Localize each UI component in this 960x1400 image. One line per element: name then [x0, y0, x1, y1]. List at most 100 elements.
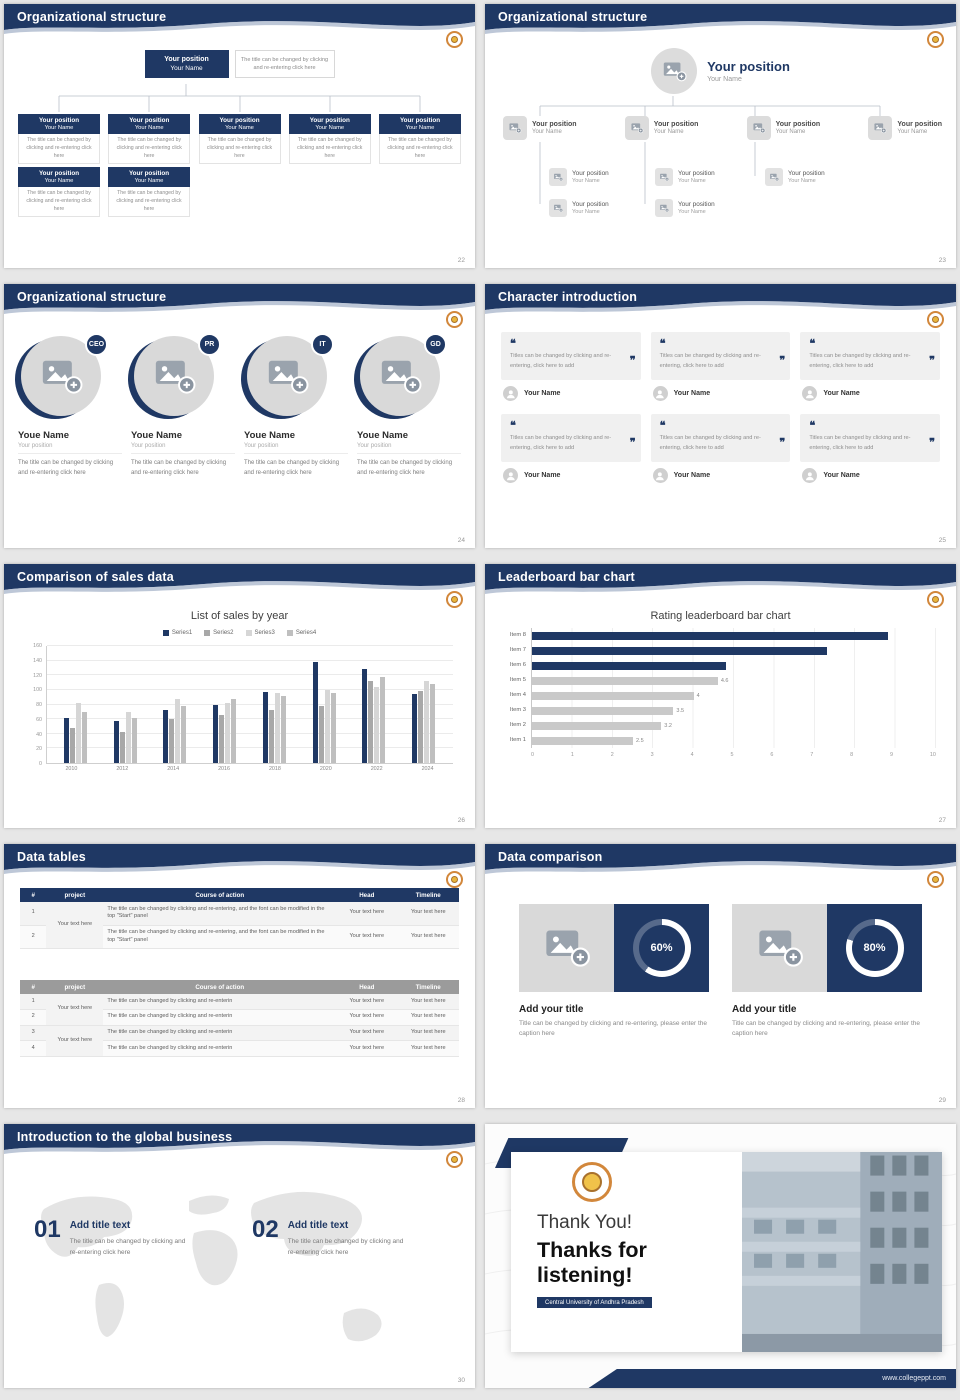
org2-root-position: Your position	[707, 59, 790, 74]
slide-22-organizational-structure[interactable]: Organizational structure Your position Y…	[4, 4, 475, 268]
close-quote-icon: ❞	[929, 437, 935, 449]
org2-sub-node: Your position Your Name	[655, 168, 715, 186]
org-node: Your position Your Name The title can be…	[108, 114, 191, 165]
profile-name: Youe Name	[244, 430, 296, 441]
org-node: Your position Your Name The title can be…	[198, 114, 281, 165]
org-node-position: Your position	[399, 117, 441, 124]
item-number: 01	[34, 1216, 61, 1243]
quote-person: Your Name	[652, 386, 791, 401]
slide-28-data-tables[interactable]: Data tables # project Course of action H…	[4, 844, 475, 1108]
university-name: Central University of Andhra Pradesh	[537, 1297, 652, 1308]
slide-27-leaderboard-bar-chart[interactable]: Leaderboard bar chart Rating leaderboard…	[485, 564, 956, 828]
person-name: Your Name	[673, 472, 711, 479]
university-logo-icon	[446, 311, 463, 328]
comparison-visual: 80%	[732, 904, 922, 992]
quote-item: ❝ Titles can be changed by clicking and …	[650, 414, 791, 483]
col-header: Head	[336, 980, 398, 994]
page-number: 28	[457, 1097, 465, 1104]
quote-card: ❝ Titles can be changed by clicking and …	[650, 414, 791, 462]
quote-text: Titles can be changed by clicking and re…	[510, 353, 612, 369]
slide-header: Organizational structure	[4, 4, 475, 40]
image-placeholder-icon	[655, 168, 673, 186]
col-header: Timeline	[397, 980, 459, 994]
cell-project: Your text here	[46, 994, 104, 1026]
org-node-header: Your position Your Name	[108, 167, 190, 187]
org-node-header: Your position Your Name	[288, 114, 371, 134]
col-header: #	[20, 888, 47, 902]
org2-root-name: Your Name	[707, 76, 742, 83]
header-wave	[4, 1124, 475, 1154]
close-quote-icon: ❞	[779, 437, 786, 449]
org2-sub-column: Your position Your Name Your position Yo…	[549, 168, 609, 230]
org-node-position: Your position	[219, 117, 260, 124]
slide-30-introduction-global-business[interactable]: Introduction to the global business 01 A…	[4, 1124, 475, 1388]
profile-position: Your position	[244, 443, 348, 454]
profile-photo: IT	[241, 333, 334, 420]
slide-header: Character introduction	[485, 284, 956, 320]
cell-course: The title can be changed by clicking and…	[103, 1025, 337, 1042]
person-name: Your Name	[524, 390, 561, 397]
logo-wrap	[511, 1162, 672, 1202]
logo-emblem	[451, 36, 458, 43]
page-number: 26	[457, 817, 465, 824]
col-header: Course of action	[103, 888, 337, 902]
card-caption: Title can be changed by clicking and re-…	[732, 1020, 921, 1038]
logo-emblem	[932, 596, 939, 603]
org2-sub-name: Your Name	[572, 178, 600, 184]
university-logo-icon	[446, 591, 463, 608]
slide-25-character-introduction[interactable]: Character introduction ❝ Titles can be c…	[485, 284, 956, 548]
legend-swatch	[204, 630, 211, 636]
item-desc: The title can be changed by clicking and…	[287, 1238, 404, 1256]
org-node-header: Your position Your Name	[108, 114, 191, 134]
org2-sub-node: Your position Your Name	[549, 199, 609, 217]
org2-sub-column: Your position Your Name	[765, 168, 825, 199]
website-url: www.collegeppt.com	[882, 1375, 946, 1382]
header-wave	[4, 284, 475, 314]
logo-emblem	[932, 876, 939, 883]
slide-24-organizational-structure[interactable]: Organizational structure CEO Youe Name Y…	[4, 284, 475, 548]
org-node: Your position Your Name The title can be…	[288, 114, 371, 165]
slide-23-organizational-structure[interactable]: Organizational structure Your position Y…	[485, 4, 956, 268]
profile-card: IT Youe Name Your position The title can…	[241, 333, 348, 478]
person-icon	[652, 386, 668, 401]
slide-header: Data comparison	[485, 844, 956, 880]
grouped-bar-chart: 0 20 40 60 80 100 120 140 160	[28, 643, 453, 767]
org-level2-row: Your position Your Name The title can be…	[18, 167, 190, 218]
slide-26-comparison-of-sales-data[interactable]: Comparison of sales data List of sales b…	[4, 564, 475, 828]
profile-photo: GD	[354, 333, 447, 420]
page-number: 27	[938, 817, 946, 824]
person-name: Your Name	[673, 390, 711, 397]
slide-29-data-comparison[interactable]: Data comparison 60% Add your title Title…	[485, 844, 956, 1108]
org2-sub-name: Your Name	[678, 209, 706, 215]
org2-sub-position: Your position	[678, 201, 715, 208]
slide-31-thank-you[interactable]: Thank You! Thanks for listening! Central…	[485, 1124, 956, 1388]
table-row: 2 The title can be changed by clicking a…	[20, 925, 459, 950]
thank-you-text-panel: Thank You! Thanks for listening! Central…	[511, 1152, 742, 1352]
legend-label: Series4	[295, 630, 317, 636]
person-icon	[503, 468, 518, 483]
profile-name: Youe Name	[131, 430, 183, 441]
cell-project: Your text here	[46, 902, 104, 950]
quote-text: Titles can be changed by clicking and re…	[809, 435, 911, 451]
comparison-cards-row: 60% Add your title Title can be changed …	[519, 904, 922, 1039]
hchart-xaxis: 0 1 2 3 4 5 6 7 8 9 10	[531, 752, 936, 758]
cell-project: Your text here	[46, 1025, 104, 1058]
org-node-desc: The title can be changed by clicking and…	[379, 134, 461, 165]
image-placeholder-icon	[624, 116, 649, 140]
quote-card: ❝ Titles can be changed by clicking and …	[800, 332, 940, 380]
slide-title: Introduction to the global business	[17, 1130, 233, 1144]
cell-num: 2	[20, 925, 47, 950]
university-logo-icon	[446, 1151, 463, 1168]
col-header: project	[46, 980, 104, 994]
donut-panel: 80%	[827, 904, 922, 992]
close-quote-icon: ❞	[779, 355, 786, 367]
org-node-header: Your position Your Name	[18, 114, 100, 134]
building-graphic	[741, 1152, 942, 1352]
cell-num: 2	[20, 1009, 47, 1026]
legend-item: Series1	[162, 630, 192, 636]
slide-title: Data comparison	[498, 850, 603, 864]
org-node: Your position Your Name The title can be…	[18, 114, 100, 165]
org2-node-position: Your position	[653, 121, 699, 128]
org2-node-name: Your Name	[775, 129, 806, 135]
org2-sub-name: Your Name	[572, 209, 600, 215]
